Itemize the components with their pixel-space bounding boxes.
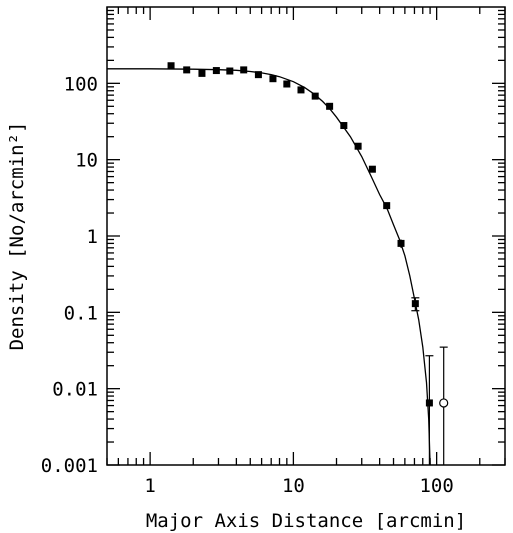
data-point xyxy=(411,297,420,312)
data-point xyxy=(198,69,206,77)
data-point xyxy=(240,66,248,74)
filled-square-marker xyxy=(183,66,191,74)
filled-square-marker xyxy=(240,66,248,74)
data-point xyxy=(183,66,191,74)
x-axis-label: Major Axis Distance [arcmin] xyxy=(146,510,466,532)
filled-square-marker xyxy=(425,399,433,407)
plot-frame xyxy=(106,6,506,466)
filled-square-marker xyxy=(326,102,334,110)
filled-square-marker xyxy=(354,142,362,150)
data-point xyxy=(311,92,319,100)
filled-square-marker xyxy=(269,75,277,83)
filled-square-marker xyxy=(283,80,291,88)
y-tick-label: 1 xyxy=(87,226,98,248)
filled-square-marker xyxy=(254,71,262,79)
y-axis-label: Density [No/arcmin²] xyxy=(6,122,28,351)
filled-square-marker xyxy=(411,300,419,308)
data-point xyxy=(425,355,434,465)
data-point xyxy=(297,86,305,94)
tick-labels: 1 10 100 0.001 0.01 0.1 1 10 100 xyxy=(41,73,454,497)
data-point xyxy=(326,102,334,110)
data-point xyxy=(254,71,262,79)
data-points xyxy=(167,62,449,465)
data-point xyxy=(167,62,175,70)
filled-square-marker xyxy=(368,165,376,173)
filled-square-marker xyxy=(212,67,220,75)
data-point xyxy=(439,346,449,465)
filled-square-marker xyxy=(167,62,175,70)
y-tick-label: 0.01 xyxy=(52,379,98,401)
fit-curve xyxy=(107,68,431,466)
filled-square-marker xyxy=(311,92,319,100)
x-tick-label: 1 xyxy=(144,475,155,497)
y-tick-label: 10 xyxy=(75,150,98,172)
y-tick-label: 0.1 xyxy=(64,302,98,324)
data-point xyxy=(269,75,277,83)
y-tick-label: 0.001 xyxy=(41,455,98,477)
filled-square-marker xyxy=(226,67,234,75)
x-tick-label: 10 xyxy=(282,475,305,497)
data-point xyxy=(383,202,391,210)
data-point xyxy=(212,67,220,75)
data-point xyxy=(354,142,362,150)
filled-square-marker xyxy=(340,122,348,130)
data-point xyxy=(226,67,234,75)
open-circle-marker xyxy=(439,398,449,408)
filled-square-marker xyxy=(383,202,391,210)
filled-square-marker xyxy=(297,86,305,94)
data-point xyxy=(283,80,291,88)
data-point xyxy=(368,165,376,173)
data-point xyxy=(397,239,405,248)
filled-square-marker xyxy=(397,239,405,247)
x-tick-label: 100 xyxy=(419,475,453,497)
data-point xyxy=(340,122,348,130)
y-tick-label: 100 xyxy=(64,73,98,95)
axis-ticks xyxy=(106,7,506,466)
filled-square-marker xyxy=(198,69,206,77)
